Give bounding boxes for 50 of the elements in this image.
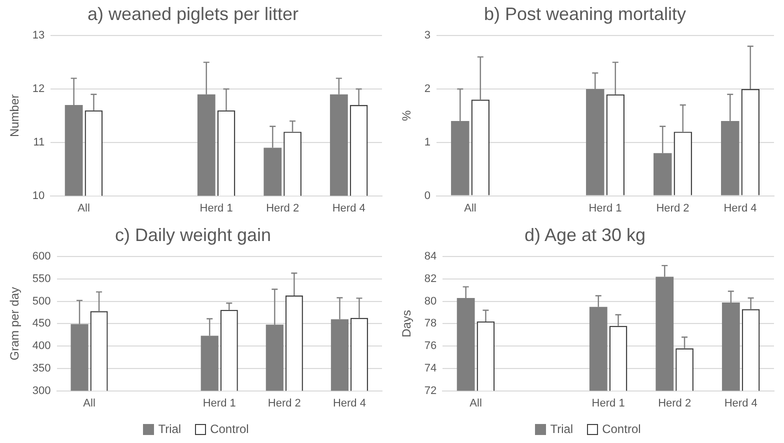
y-tick-label: 78 bbox=[424, 318, 437, 330]
x-tick-label: Herd 1 bbox=[202, 397, 236, 410]
y-axis-title: % bbox=[400, 110, 414, 122]
y-tick-label: 13 bbox=[32, 30, 45, 42]
x-tick-label: Herd 4 bbox=[332, 397, 366, 410]
y-tick-label: 400 bbox=[32, 340, 51, 352]
x-tick-label: Herd 4 bbox=[724, 202, 757, 214]
y-tick-label: 11 bbox=[33, 136, 45, 148]
x-tick-label: Herd 4 bbox=[332, 202, 366, 214]
y-tick-label: 84 bbox=[424, 250, 437, 263]
y-tick-label: 2 bbox=[424, 83, 431, 96]
series-label: Control bbox=[210, 422, 249, 436]
x-tick-label: Herd 4 bbox=[724, 397, 758, 410]
x-tick-label: Herd 2 bbox=[658, 397, 692, 410]
y-tick-label: 3 bbox=[424, 30, 431, 42]
x-tick-label: Herd 1 bbox=[588, 202, 622, 214]
y-tick-label: 74 bbox=[424, 362, 437, 374]
legend-label: Trial bbox=[158, 422, 182, 436]
y-tick-label: 450 bbox=[32, 318, 51, 330]
legend-label: Trial bbox=[550, 422, 574, 436]
chart-title: c) Daily weight gain bbox=[114, 224, 272, 245]
y-axis-title: Gram per day bbox=[8, 287, 22, 360]
y-tick-label: 1 bbox=[424, 136, 431, 148]
x-tick-label: Herd 1 bbox=[592, 397, 625, 410]
y-tick-label: 76 bbox=[424, 340, 437, 352]
y-axis-title: Number bbox=[8, 94, 22, 138]
x-tick-label: All bbox=[464, 202, 476, 214]
y-tick-label: 0 bbox=[424, 190, 431, 202]
x-tick-label: Herd 2 bbox=[656, 202, 690, 214]
y-tick-label: 500 bbox=[32, 295, 51, 308]
y-tick-label: 72 bbox=[424, 384, 437, 397]
y-tick-label: 80 bbox=[424, 295, 437, 308]
y-tick-label: 300 bbox=[32, 384, 51, 397]
x-tick-label: All bbox=[470, 397, 482, 410]
y-tick-label: 600 bbox=[32, 250, 51, 263]
chart-title: a) weaned piglets per litter bbox=[87, 4, 299, 24]
x-tick-label: Herd 2 bbox=[266, 202, 300, 214]
x-tick-label: All bbox=[78, 202, 90, 214]
series-label: Control bbox=[602, 422, 641, 436]
y-tick-label: 82 bbox=[424, 273, 437, 285]
y-tick-label: 12 bbox=[32, 83, 45, 96]
x-tick-label: Herd 2 bbox=[268, 397, 301, 410]
x-tick-label: Herd 1 bbox=[200, 202, 233, 214]
y-axis-title: Days bbox=[400, 310, 414, 338]
x-tick-label: All bbox=[83, 397, 96, 410]
y-tick-label: 350 bbox=[32, 362, 51, 374]
y-tick-label: 10 bbox=[32, 190, 45, 202]
y-tick-label: 550 bbox=[32, 273, 51, 285]
chart-title: b) Post weaning mortality bbox=[484, 4, 686, 24]
chart-title: d) Age at 30 kg bbox=[524, 224, 646, 245]
